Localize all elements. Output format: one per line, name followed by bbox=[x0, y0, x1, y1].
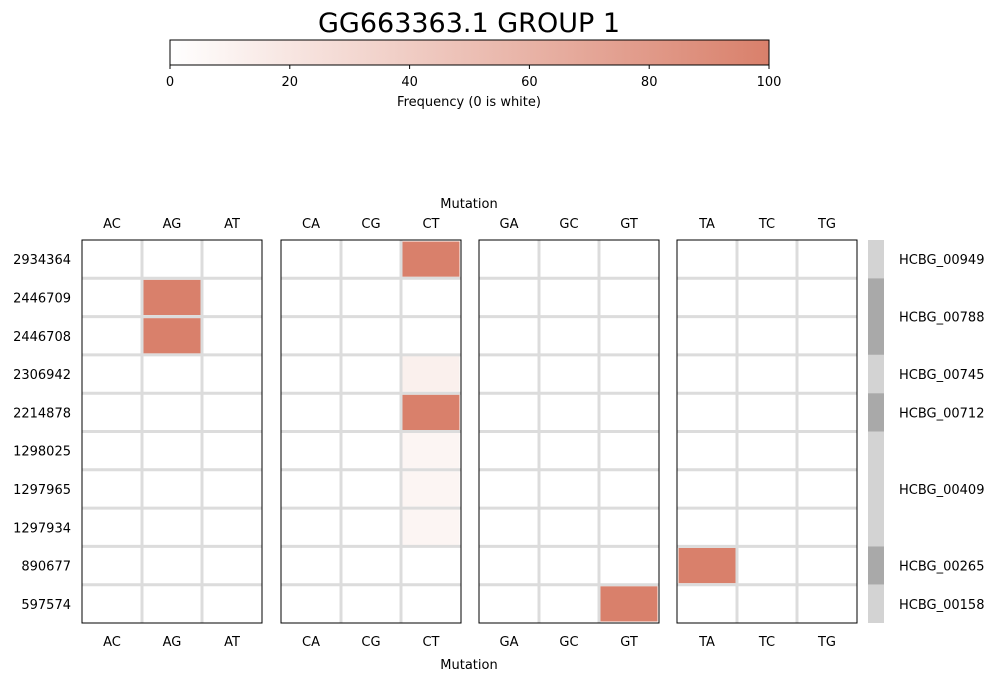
column-label-bottom: GA bbox=[500, 635, 519, 650]
row-label: 890677 bbox=[21, 560, 71, 575]
column-label-top: CT bbox=[422, 217, 439, 232]
panel-frame bbox=[676, 239, 858, 624]
column-label-bottom: AG bbox=[163, 635, 182, 650]
colorbar-tick-label: 80 bbox=[641, 75, 658, 90]
heatmap-cell bbox=[402, 394, 460, 430]
column-label-bottom: CT bbox=[422, 635, 439, 650]
heatmap-cell bbox=[402, 356, 460, 392]
column-label-top: TC bbox=[758, 217, 775, 232]
column-label-bottom: CA bbox=[302, 635, 320, 650]
colorbar bbox=[169, 39, 770, 66]
row-label: 1298025 bbox=[13, 445, 71, 460]
column-label-top: GC bbox=[559, 217, 578, 232]
heatmap-panel: CA CA CG CG CT CT bbox=[280, 217, 462, 650]
row-label: 2934364 bbox=[13, 253, 71, 268]
row-label: 2446708 bbox=[13, 330, 71, 345]
colorbar-tick-label: 60 bbox=[521, 75, 538, 90]
heatmap-cell bbox=[678, 547, 736, 584]
column-label-top: GT bbox=[620, 217, 638, 232]
column-label-bottom: AC bbox=[103, 635, 121, 650]
column-label-bottom: TA bbox=[698, 635, 715, 650]
gene-block bbox=[868, 546, 884, 585]
heatmap-cell bbox=[402, 509, 460, 545]
column-label-bottom: TC bbox=[758, 635, 775, 650]
x-axis-title-bottom: Mutation bbox=[440, 658, 497, 673]
gene-block bbox=[868, 240, 884, 279]
heatmap-cell bbox=[143, 318, 201, 354]
heatmap-cell bbox=[402, 241, 460, 277]
row-label: 2306942 bbox=[13, 368, 71, 383]
heatmap-panel: GA GA GC GC GT GT bbox=[478, 217, 660, 650]
column-label-bottom: GC bbox=[559, 635, 578, 650]
column-label-top: AT bbox=[224, 217, 240, 232]
gene-block bbox=[868, 278, 884, 355]
panel-frame bbox=[280, 239, 462, 624]
gene-label: HCBG_00788 bbox=[899, 311, 984, 326]
colorbar-tick-label: 20 bbox=[282, 75, 299, 90]
gene-label: HCBG_00158 bbox=[899, 598, 984, 613]
row-label: 2446709 bbox=[13, 291, 71, 306]
panel-frame bbox=[81, 239, 263, 624]
gene-label: HCBG_00712 bbox=[899, 406, 984, 421]
colorbar-tick-label: 0 bbox=[166, 75, 174, 90]
column-label-bottom: CG bbox=[361, 635, 380, 650]
gene-block bbox=[868, 584, 884, 623]
column-label-top: TG bbox=[817, 217, 836, 232]
heatmap-cell bbox=[402, 433, 460, 469]
panel-frame bbox=[478, 239, 660, 624]
row-label: 1297965 bbox=[13, 483, 71, 498]
heatmap-cell bbox=[600, 586, 658, 622]
column-label-top: AC bbox=[103, 217, 121, 232]
row-label: 1297934 bbox=[13, 521, 71, 536]
row-label: 597574 bbox=[21, 598, 71, 613]
column-label-top: CA bbox=[302, 217, 320, 232]
gene-label: HCBG_00265 bbox=[899, 560, 984, 575]
column-label-bottom: AT bbox=[224, 635, 240, 650]
column-label-top: GA bbox=[500, 217, 519, 232]
heatmap-plot: ACACAGAGATATCACACGCGCTCTGAGAGCGCGTGTTATA… bbox=[13, 217, 984, 650]
gene-label: HCBG_00409 bbox=[899, 483, 984, 498]
gene-block bbox=[868, 431, 884, 547]
column-label-top: CG bbox=[361, 217, 380, 232]
colorbar-tick-label: 40 bbox=[401, 75, 418, 90]
row-label: 2214878 bbox=[13, 406, 71, 421]
column-label-top: AG bbox=[163, 217, 182, 232]
gene-label: HCBG_00745 bbox=[899, 368, 984, 383]
heatmap-cell bbox=[143, 279, 201, 316]
heatmap-panel: TA TA TC TC TG TG bbox=[676, 217, 858, 650]
gene-block bbox=[868, 354, 884, 394]
gene-block bbox=[868, 393, 884, 432]
colorbar-label: Frequency (0 is white) bbox=[397, 95, 541, 110]
colorbar-tick-label: 100 bbox=[757, 75, 782, 90]
x-axis-title-top: Mutation bbox=[440, 197, 497, 212]
chart-title: GG663363.1 GROUP 1 bbox=[318, 8, 620, 39]
column-label-bottom: GT bbox=[620, 635, 638, 650]
column-label-top: TA bbox=[698, 217, 715, 232]
heatmap-panel: AC AC AG AG AT AT bbox=[81, 217, 263, 650]
gene-label: HCBG_00949 bbox=[899, 253, 984, 268]
heatmap-cell bbox=[402, 471, 460, 507]
column-label-bottom: TG bbox=[817, 635, 836, 650]
colorbar-ticks: 0 20 40 60 80 100 bbox=[166, 65, 782, 90]
